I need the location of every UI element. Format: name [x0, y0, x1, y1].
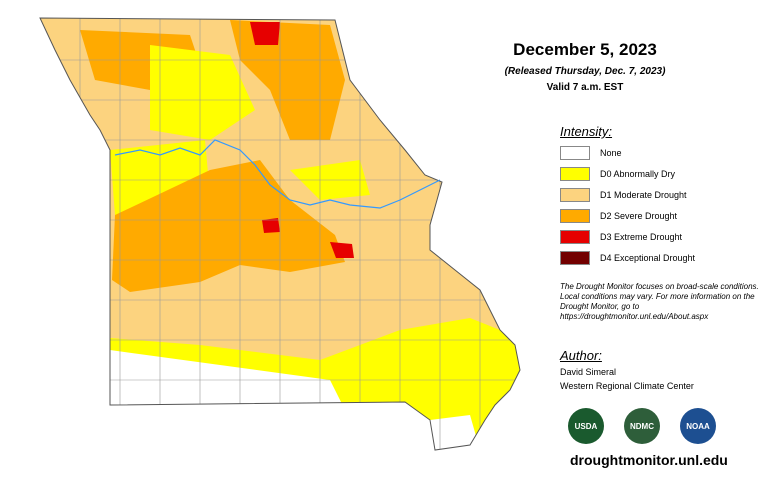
- footer: droughtmonitor.unl.edu: [570, 452, 728, 468]
- valid: Valid 7 a.m. EST: [546, 82, 624, 93]
- legend-label: D4 Exceptional Drought: [600, 253, 696, 263]
- author-org: Western Regional Climate Center: [560, 381, 694, 391]
- legend-item: None: [560, 146, 622, 160]
- legend-swatch: [560, 167, 590, 181]
- legend-title: Intensity:: [560, 124, 613, 139]
- legend-item: D2 Severe Drought: [560, 209, 677, 223]
- legend-swatch: [560, 209, 590, 223]
- logo: NOAA: [680, 408, 716, 444]
- logo: USDA: [568, 408, 604, 444]
- legend-label: None: [600, 148, 622, 158]
- legend-item: D4 Exceptional Drought: [560, 251, 695, 265]
- logo: NDMC: [624, 408, 660, 444]
- legend-item: D1 Moderate Drought: [560, 188, 687, 202]
- drought-areas: [40, 18, 520, 450]
- author-name: David Simeral: [560, 367, 617, 377]
- river: [114, 139, 441, 209]
- legend-swatch: [560, 146, 590, 160]
- legend-label: D2 Severe Drought: [600, 211, 678, 221]
- legend-label: D0 Abnormally Dry: [600, 169, 676, 179]
- legend-item: D0 Abnormally Dry: [560, 167, 675, 181]
- legend-label: D1 Moderate Drought: [600, 190, 687, 200]
- legend-label: D3 Extreme Drought: [600, 232, 683, 242]
- author-title: Author:: [560, 348, 602, 363]
- released: (Released Thursday, Dec. 7, 2023): [504, 66, 666, 77]
- legend-swatch: [560, 188, 590, 202]
- legend-item: D3 Extreme Drought: [560, 230, 682, 244]
- state-outline: [39, 17, 521, 451]
- note: The Drought Monitor focuses on broad-sca…: [560, 282, 759, 321]
- legend-swatch: [560, 251, 590, 265]
- title: December 5, 2023: [513, 40, 657, 59]
- legend-swatch: [560, 230, 590, 244]
